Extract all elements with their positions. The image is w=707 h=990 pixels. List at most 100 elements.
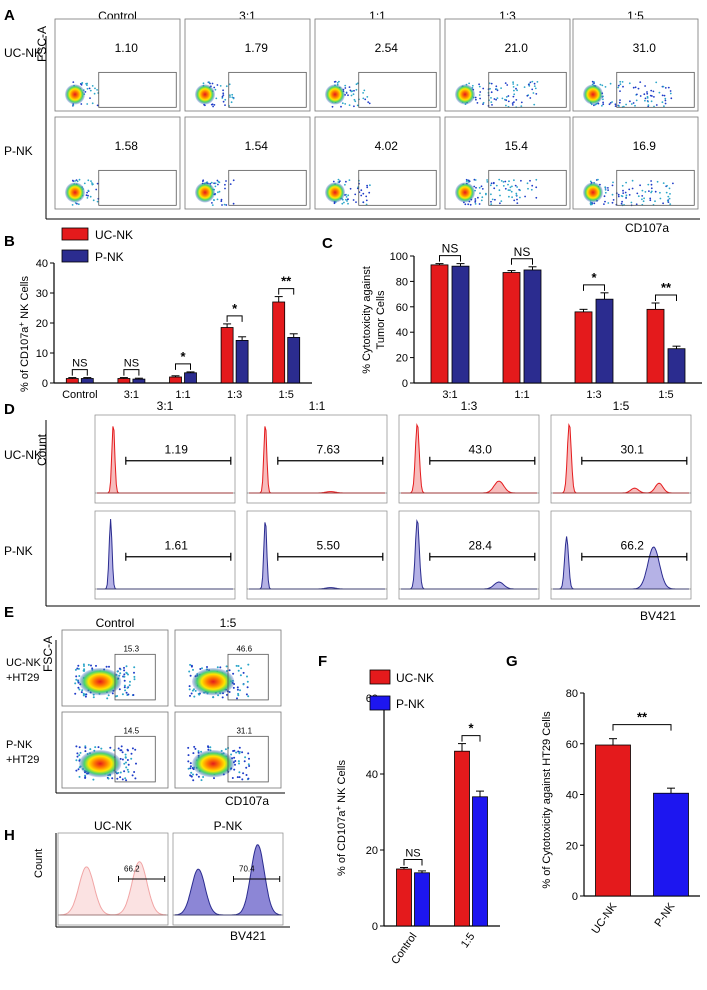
panel-c-category-label: 1:1	[514, 389, 529, 401]
panel-c-significance-label: NS	[442, 242, 459, 256]
panel-a-plot-event-dot	[491, 104, 493, 106]
panel-e-event-dot	[123, 686, 126, 689]
panel-e-gate-percent: 14.5	[123, 726, 139, 735]
panel-a-plot-event-dot	[621, 200, 623, 203]
panel-a-plot-event-dot	[614, 105, 617, 107]
panel-b-y-tick-label: 30	[36, 288, 48, 300]
panel-a-plot-event-dot	[489, 184, 492, 187]
panel-a-plot-event-dot	[662, 182, 665, 185]
panel-a-plot-event-dot	[611, 193, 614, 196]
panel-e-event-dot	[197, 751, 200, 754]
panel-a-plot-event-dot	[611, 201, 614, 204]
panel-e-event-dot	[131, 747, 134, 750]
panel-b-significance-label: **	[281, 274, 292, 289]
panel-c-significance-bracket	[655, 294, 677, 301]
panel-c-bar	[451, 265, 470, 384]
panel-label-c: C	[322, 235, 333, 252]
panel-e-event-dot	[189, 674, 192, 677]
panel-b-significance-bracket	[123, 369, 140, 376]
panel-a-plot-event-dot	[218, 190, 221, 193]
panel-e-event-dot	[78, 775, 81, 778]
panel-a-plot-event-dot	[499, 202, 501, 205]
panel-f-significance-bracket	[461, 735, 481, 742]
panel-e-event-dot	[76, 667, 79, 670]
panel-e-event-dot	[84, 746, 87, 749]
panel-e-event-dot	[125, 779, 128, 782]
panel-a-plot-event-dot	[490, 193, 492, 196]
panel-a-plot-event-dot	[510, 190, 513, 193]
panel-e-event-dot	[232, 672, 235, 675]
panel-e-column-label: 1:5	[220, 616, 237, 630]
panel-h-y-axis-label: Count	[33, 849, 45, 878]
panel-e-event-dot	[134, 748, 137, 751]
panel-b-y-tick-label: 0	[42, 378, 48, 390]
panel-e-event-dot	[225, 665, 228, 668]
panel-a-plot-event-dot	[75, 179, 78, 182]
panel-c-y-tick-label: 20	[396, 353, 408, 365]
panel-a-plot-event-dot	[609, 102, 612, 104]
panel-label-b: B	[4, 233, 15, 250]
panel-a-plot-event-dot	[514, 184, 517, 187]
panel-a-plot-event-dot	[526, 182, 529, 185]
panel-e-event-dot	[80, 691, 83, 694]
panel-a-plot-event-dot	[357, 82, 359, 85]
panel-e-event-dot	[239, 674, 242, 677]
panel-a-plot-event-dot	[478, 83, 480, 86]
panel-e-event-dot	[194, 747, 197, 750]
panel-f-y-tick-label: 40	[366, 769, 378, 781]
panel-a-plot-event-dot	[508, 195, 510, 198]
panel-e-event-dot	[78, 675, 81, 677]
panel-e-event-dot	[76, 752, 79, 755]
panel-a-plot-event-dot	[91, 102, 94, 105]
panel-a-plot-event-dot	[231, 93, 234, 96]
panel-a-plot-event-dot	[498, 189, 501, 192]
panel-c-bar	[430, 264, 449, 384]
panel-f-bar	[454, 750, 470, 927]
panel-a-plot-event-dot	[513, 101, 515, 103]
panel-label-d: D	[4, 401, 15, 418]
panel-e-event-dot	[95, 664, 97, 667]
panel-a-plot-event-dot	[344, 87, 347, 89]
panel-a-plot-event-dot	[202, 82, 205, 85]
panel-e-event-dot	[130, 752, 133, 755]
panel-e-event-dot	[116, 777, 119, 780]
panel-a-plot-gate-percent: 4.02	[375, 139, 399, 153]
panel-a-plot-event-dot	[513, 89, 515, 92]
panel-a-plot-event-dot	[473, 185, 476, 188]
panel-e-density-hotspot	[191, 750, 235, 778]
panel-g-significance-bracket	[612, 724, 672, 731]
panel-e-event-dot	[133, 771, 136, 773]
panel-a-plot-event-dot	[637, 87, 640, 90]
panel-e-event-dot	[127, 693, 130, 696]
panel-a-plot-event-dot	[669, 90, 672, 92]
panel-a-plot-event-dot	[495, 85, 498, 88]
panel-a-plot-gate	[98, 71, 177, 108]
panel-a-plot-event-dot	[502, 181, 505, 183]
panel-a-plot-event-dot	[474, 203, 477, 205]
panel-b-bar	[65, 378, 79, 384]
panel-b-y-axis-label-sup: +	[17, 322, 26, 327]
panel-a-plot-density-hotspot	[583, 182, 603, 203]
panel-a-plot-event-dot	[532, 92, 535, 94]
panel-e-event-dot	[107, 694, 110, 697]
panel-e-gate-percent: 15.3	[123, 644, 139, 653]
panel-a-plot-event-dot	[664, 102, 667, 105]
panel-e-event-dot	[212, 696, 215, 699]
panel-a-plot-gate	[488, 169, 567, 206]
panel-a-plot-event-dot	[479, 97, 481, 100]
panel-a-plot-event-dot	[360, 194, 363, 197]
panel-a-plot-event-dot	[222, 100, 225, 103]
panel-a-plot-event-dot	[213, 104, 216, 106]
panel-a-plot-event-dot	[72, 81, 75, 83]
panel-e-event-dot	[199, 668, 202, 670]
panel-e-event-dot	[78, 688, 81, 691]
panel-a-plot-event-dot	[636, 192, 639, 195]
panel-a-plot-event-dot	[504, 180, 507, 183]
panel-a-plot-event-dot	[643, 93, 646, 96]
panel-a-plot-event-dot	[663, 105, 665, 108]
panel-b-significance-bracket	[226, 315, 243, 322]
panel-a-plot-event-dot	[348, 179, 351, 182]
panel-a-plot-event-dot	[224, 104, 226, 106]
panel-f-y-axis-label-sup: +	[334, 806, 343, 811]
panel-e-event-dot	[119, 771, 122, 774]
